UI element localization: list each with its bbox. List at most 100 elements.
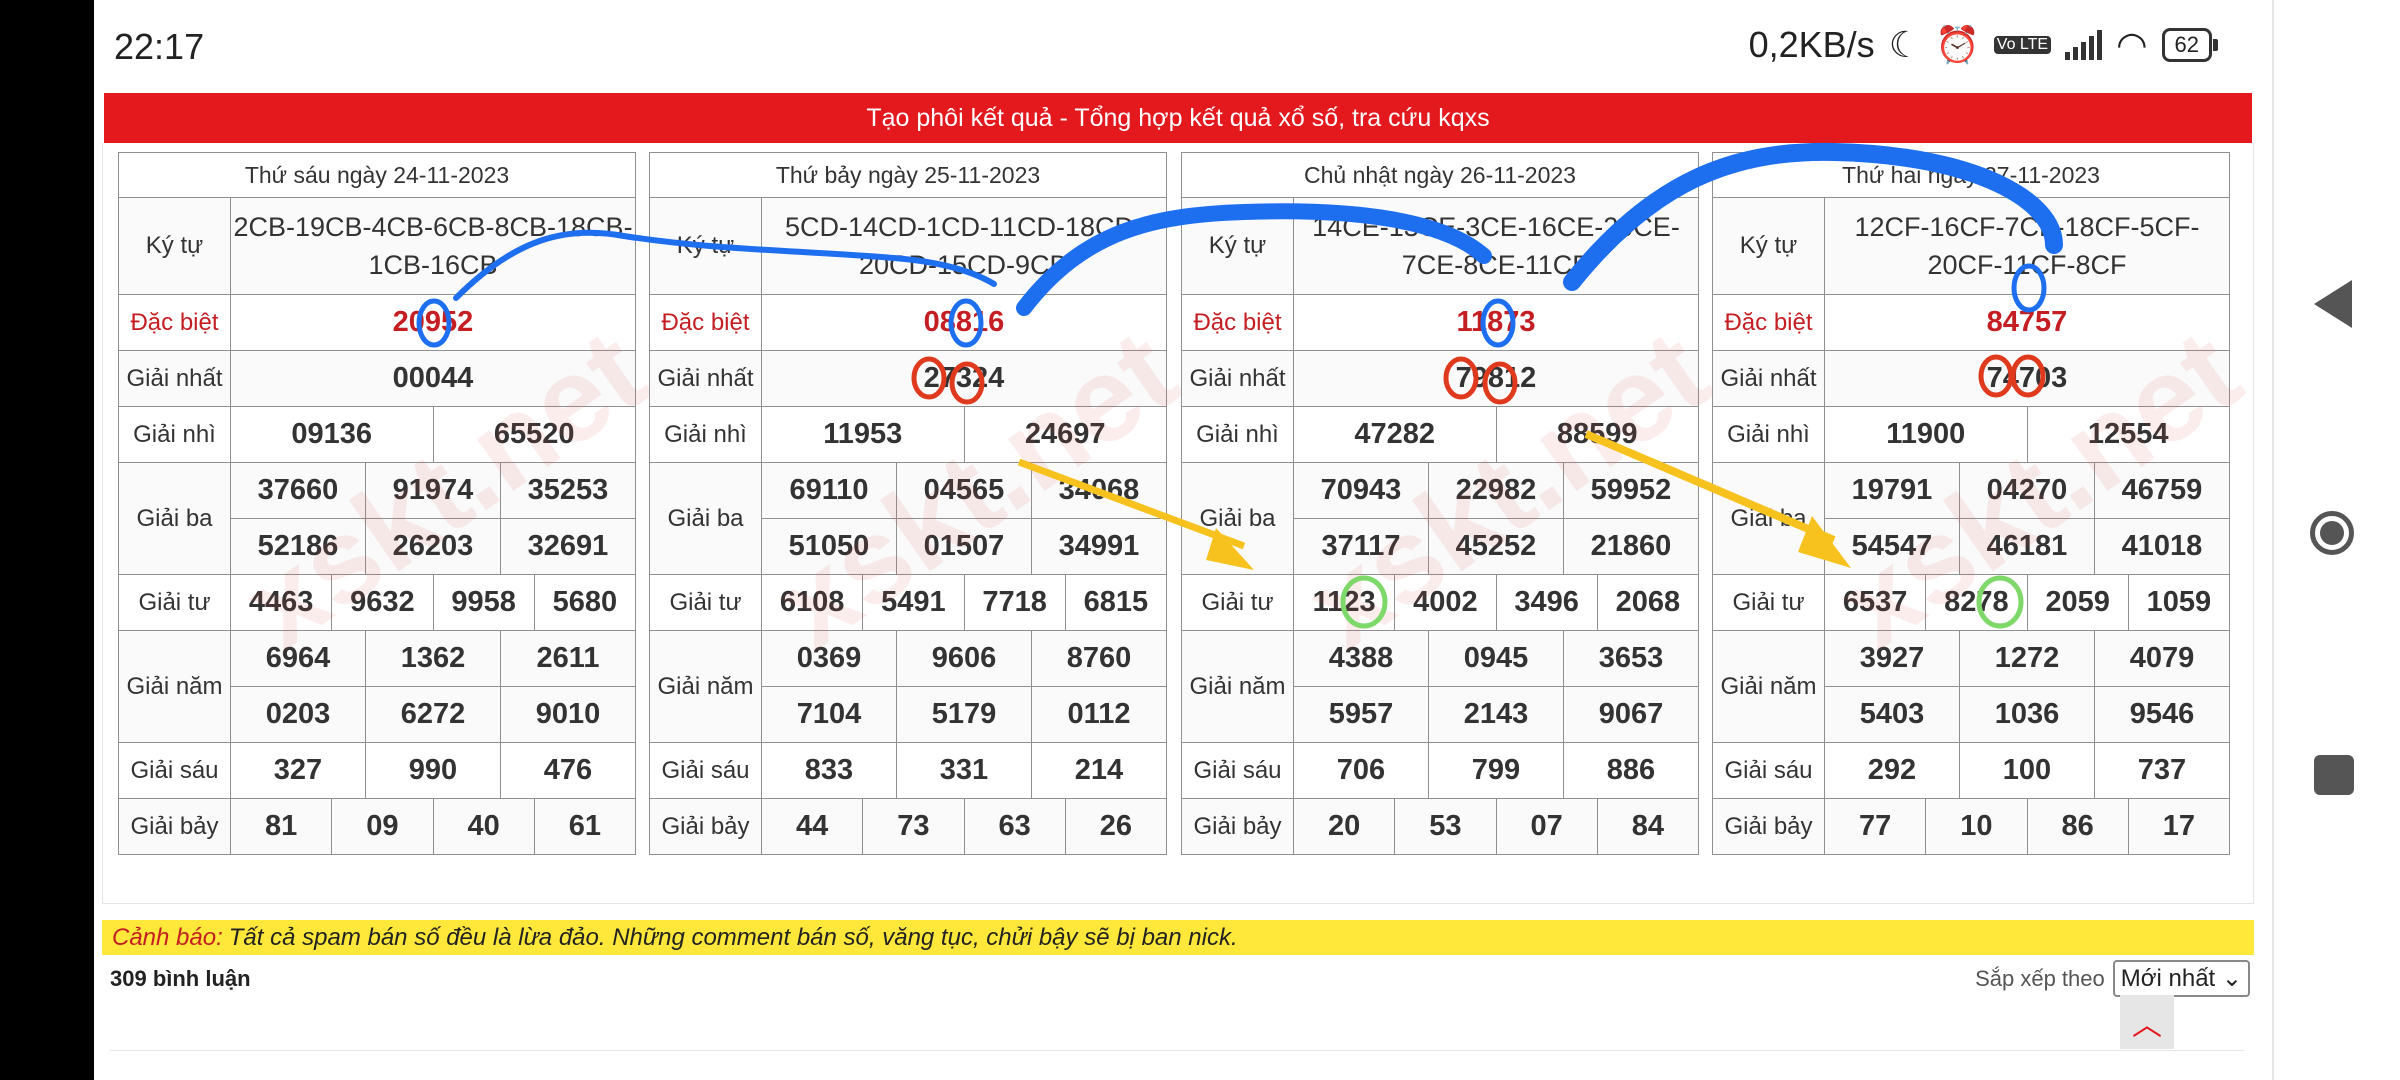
scroll-to-top-button[interactable]: ︿: [2120, 995, 2174, 1049]
site-banner[interactable]: Tạo phôi kết quả - Tổng hợp kết quả xổ s…: [104, 93, 2252, 143]
prize-number: 799: [1428, 742, 1564, 799]
prize-number: 47282: [1293, 406, 1497, 463]
prize-label: Giải nhất: [118, 350, 231, 407]
sort-control: Sắp xếp theo Mới nhất ⌄: [1975, 960, 2250, 997]
prize-number: 69110: [761, 462, 897, 519]
prize-number: 9632: [331, 574, 434, 631]
home-icon[interactable]: [2310, 511, 2354, 555]
prize-number: 24697: [963, 406, 1167, 463]
prize-number: 2059: [2026, 574, 2129, 631]
table-row: Giải tư 1123 4002 3496 2068: [1181, 574, 1700, 631]
table-row: 7104 5179 0112: [650, 686, 1167, 743]
table-row: Đặc biệt 11873: [1181, 294, 1699, 351]
prize-number: 34068: [1031, 462, 1167, 519]
prize-label: Giải tư: [118, 574, 231, 631]
back-icon[interactable]: [2314, 280, 2352, 328]
warning-text: Tất cả spam bán số đều là lừa đảo. Những…: [228, 923, 1238, 951]
prize-number: 51050: [761, 518, 897, 575]
prize-label: Giải nhì: [649, 406, 762, 463]
prize-label: Giải năm: [1181, 630, 1294, 743]
table-row: Giải năm 6964 1362 2611: [118, 630, 636, 743]
table-row: Giải sáu 292 100 737: [1712, 742, 2230, 799]
battery-icon: 62: [2161, 28, 2219, 62]
prize-number: 476: [500, 742, 636, 799]
prize-number: 70943: [1293, 462, 1429, 519]
prize-number: 26: [1064, 798, 1168, 855]
prize-number: 04270: [1959, 462, 2095, 519]
ky-tu-line: 7CE-8CE-11CE: [1401, 250, 1591, 280]
sort-select[interactable]: Mới nhất ⌄: [2112, 960, 2250, 997]
prize-label: Ký tự: [649, 197, 762, 295]
prize-number: 22982: [1428, 462, 1564, 519]
lottery-result-table: Chủ nhật ngày 26-11-2023 Ký tự 14CE-13CE-3…: [1181, 152, 1700, 855]
prize-number: 32691: [500, 518, 636, 575]
prize-number: 327: [230, 742, 366, 799]
table-row: Giải tư 6108 5491 7718 6815: [649, 574, 1168, 631]
wifi-icon: ◠: [2116, 24, 2148, 65]
results-panel: [102, 143, 2254, 904]
ky-tu-codes: 2CB-19CB-4CB-6CB-8CB-18CB- 1CB-16CB: [230, 197, 636, 295]
prize-number: 9546: [2094, 686, 2230, 743]
prize-number: 40: [432, 798, 535, 855]
prize-number: 9067: [1563, 686, 1699, 743]
prize-number: 0945: [1428, 630, 1564, 687]
prize-number: 706: [1293, 742, 1429, 799]
prize-label: Giải năm: [118, 630, 231, 743]
prize-label: Giải tư: [649, 574, 762, 631]
prize-label: Đặc biệt: [118, 294, 231, 351]
prize-number: 9606: [896, 630, 1032, 687]
warning-label: Cảnh báo:: [112, 923, 223, 951]
prize-label: Đặc biệt: [1181, 294, 1294, 351]
prize-number: 0369: [761, 630, 897, 687]
prize-number: 84: [1596, 798, 1700, 855]
prize-number: 1123: [1292, 574, 1396, 631]
table-row: Ký tự 14CE-13CE-3CE-16CE-20CE- 7CE-8CE-11C…: [1181, 197, 1699, 295]
prize-number: 46181: [1959, 518, 2095, 575]
moon-icon: ☾: [1888, 24, 1921, 65]
prize-number: 1362: [365, 630, 501, 687]
prize-number: 3927: [1824, 630, 1960, 687]
spam-warning: Cảnh báo: Tất cả spam bán số đều là lừa …: [102, 920, 2254, 955]
table-row: Giải nhì 11900 12554: [1712, 406, 2230, 463]
prize-number: 5680: [533, 574, 637, 631]
volte-icon: Vo LTE: [1993, 36, 2052, 54]
prize-number: 0203: [230, 686, 366, 743]
prize-number: 4388: [1293, 630, 1429, 687]
prize-number: 01507: [896, 518, 1032, 575]
table-row: Giải sáu 833 331 214: [649, 742, 1167, 799]
prize-label: Đặc biệt: [1712, 294, 1825, 351]
table-row: Thứ sáu ngày 24-11-2023: [118, 152, 636, 198]
prize-number: 91974: [365, 462, 501, 519]
prize-number: 09136: [230, 406, 434, 463]
prize-number: 737: [2094, 742, 2230, 799]
prize-number: 9010: [500, 686, 636, 743]
draw-date: Thứ sáu ngày 24-11-2023: [118, 152, 636, 198]
status-icons: 0,2KB/s ☾ ⏰ Vo LTE ◠ 62: [1748, 24, 2219, 66]
prize-number: 331: [896, 742, 1032, 799]
prize-number: 6272: [365, 686, 501, 743]
lottery-result-table: Thứ bảy ngày 25-11-2023 Ký tự 5CD-14CD-1CD…: [649, 152, 1168, 855]
prize-label: Giải năm: [649, 630, 762, 743]
table-row: Ký tự 5CD-14CD-1CD-11CD-18CD- 20CD-15CD-9C…: [649, 197, 1167, 295]
recent-apps-icon[interactable]: [2314, 755, 2354, 795]
ky-tu-line: 1CB-16CB: [368, 250, 498, 280]
comment-count: 309 bình luận: [110, 966, 251, 991]
table-row: Giải bảy 81 09 40 61: [118, 798, 637, 855]
ky-tu-line: 20CF-11CF-8CF: [1927, 250, 2127, 280]
lottery-result-table: Thứ hai ngày 27-11-2023 Ký tự 12CF-16CF-7C…: [1712, 152, 2231, 855]
prize-label: Ký tự: [1181, 197, 1294, 295]
table-row: Giải bảy 20 53 07 84: [1181, 798, 1700, 855]
prize-number: 11900: [1824, 406, 2028, 463]
prize-number: 20952: [230, 294, 636, 351]
prize-number: 833: [761, 742, 897, 799]
draw-date: Thứ bảy ngày 25-11-2023: [649, 152, 1167, 198]
prize-label: Giải nhất: [649, 350, 762, 407]
prize-number: 0112: [1031, 686, 1167, 743]
chevron-up-icon: ︿: [2132, 1009, 2162, 1042]
prize-number: 26203: [365, 518, 501, 575]
prize-number: 81: [229, 798, 333, 855]
prize-number: 17: [2127, 798, 2231, 855]
table-row: Giải nhất 74703: [1712, 350, 2230, 407]
table-row: Giải tư 4463 9632 9958 5680: [118, 574, 637, 631]
network-speed: 0,2KB/s: [1748, 24, 1875, 65]
